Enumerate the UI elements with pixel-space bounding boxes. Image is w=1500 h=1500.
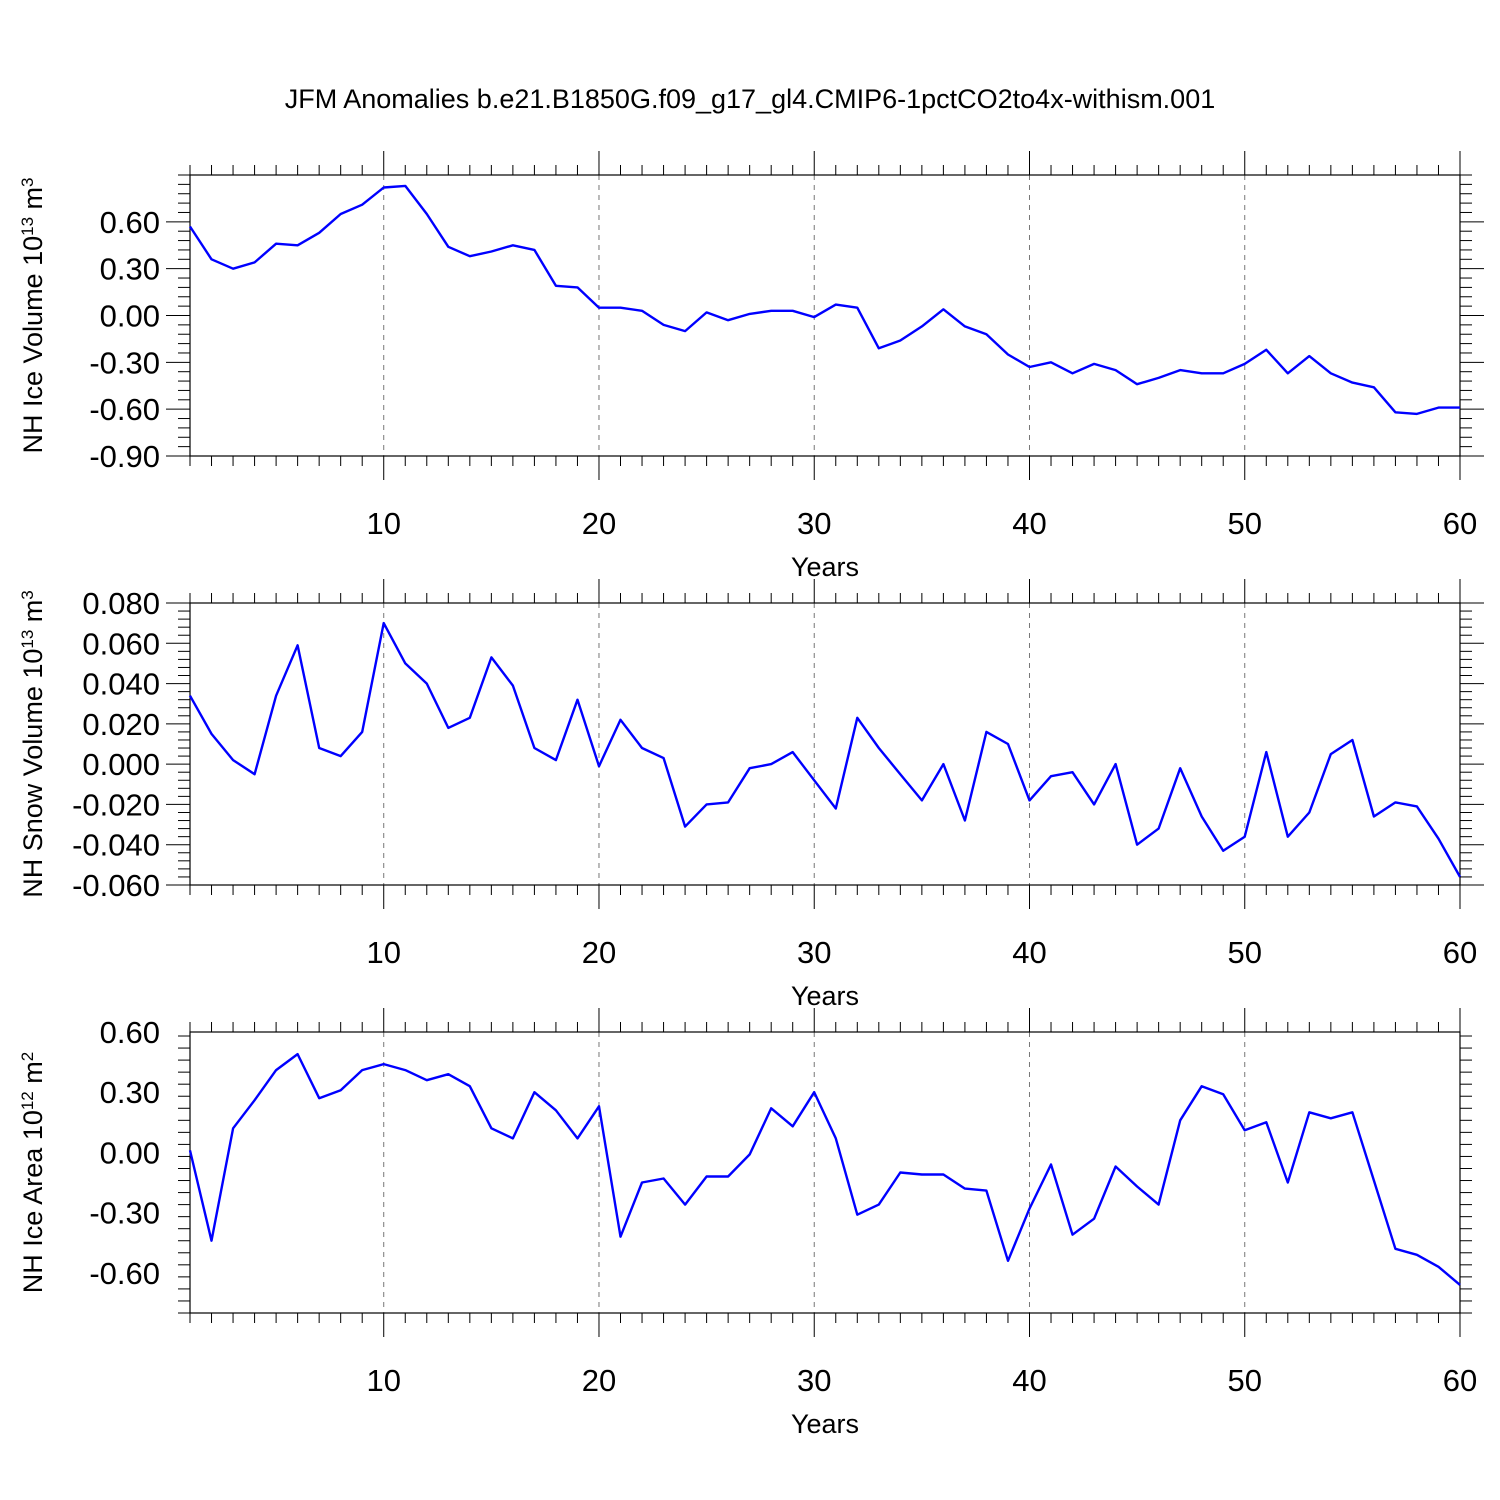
y-tick-label: 0.060	[82, 626, 160, 661]
y-tick-label: 0.000	[82, 747, 160, 782]
x-axis-label: Years	[791, 1409, 859, 1439]
x-tick-label: 10	[366, 935, 400, 970]
x-tick-label: 30	[797, 506, 831, 541]
y-axis-label-superscript: 3	[18, 178, 37, 187]
x-tick-label: 20	[582, 935, 616, 970]
y-axis-label-superscript: 3	[18, 590, 37, 599]
y-axis-label-superscript: 12	[18, 1091, 37, 1110]
x-tick-label: 10	[366, 506, 400, 541]
x-tick-label: 30	[797, 1363, 831, 1398]
y-tick-label: 0.60	[100, 1015, 160, 1050]
x-axis-label: Years	[791, 552, 859, 582]
plot-frame	[189, 174, 1461, 457]
x-axis-label: Years	[791, 981, 859, 1011]
plot-frame	[189, 1031, 1461, 1314]
x-tick-label: 30	[797, 935, 831, 970]
plot-frame	[189, 602, 1461, 886]
y-axis-label: NH Ice Area 1012 m2	[18, 1052, 48, 1293]
y-tick-label: -0.30	[89, 345, 160, 380]
x-tick-label: 50	[1228, 506, 1262, 541]
y-axis-label-superscript: 13	[18, 217, 37, 236]
y-axis-label-text: m	[18, 187, 48, 217]
y-axis-label-text: m	[18, 600, 48, 630]
y-axis-label: NH Snow Volume 1013 m3	[18, 590, 48, 898]
x-tick-label: 50	[1228, 1363, 1262, 1398]
x-tick-label: 40	[1012, 506, 1046, 541]
y-tick-label: -0.040	[72, 828, 160, 863]
panel-2: 0.080 0.060 0.040 0.020 0.000 -0.020 -0.040 -0.…	[18, 579, 1484, 1011]
panel-1: 0.60 0.30 0.00 -0.30 -0.60 -0.90 10 20 30 40 50 60 Y…	[18, 151, 1484, 582]
y-axis-label-text: NH Ice Volume 10	[18, 236, 48, 454]
x-tick-label: 20	[582, 1363, 616, 1398]
y-tick-label: -0.060	[72, 868, 160, 903]
y-axis-label: NH Ice Volume 1013 m3	[18, 178, 48, 454]
x-tick-label: 40	[1012, 1363, 1046, 1398]
series-line	[188, 1052, 1461, 1286]
series-line	[188, 184, 1460, 416]
y-tick-label: -0.020	[72, 787, 160, 822]
x-tick-label: 60	[1443, 506, 1477, 541]
y-axis-label-superscript: 2	[18, 1052, 37, 1061]
y-tick-label: 0.040	[82, 667, 160, 702]
y-tick-label: -0.90	[89, 439, 160, 474]
chart-title: JFM Anomalies b.e21.B1850G.f09_g17_gl4.C…	[284, 84, 1216, 114]
y-tick-label: 0.020	[82, 707, 160, 742]
y-tick-label: -0.60	[89, 1256, 160, 1291]
y-axis-label-text: NH Ice Area 10	[18, 1110, 48, 1293]
y-tick-label: 0.60	[100, 205, 160, 240]
x-tick-label: 40	[1012, 935, 1046, 970]
y-axis-label-text: m	[18, 1061, 48, 1091]
x-tick-label: 50	[1228, 935, 1262, 970]
y-tick-label: -0.30	[89, 1196, 160, 1231]
panel-3: 0.60 0.30 0.00 -0.30 -0.60 10 20 30 40 50 60 Years N…	[18, 1008, 1477, 1439]
y-tick-label: 0.30	[100, 1075, 160, 1110]
x-tick-label: 60	[1443, 935, 1477, 970]
y-axis-label-superscript: 13	[18, 630, 37, 649]
y-axis-label-text: NH Snow Volume 10	[18, 649, 48, 898]
x-tick-label: 20	[582, 506, 616, 541]
y-tick-label: 0.080	[82, 586, 160, 621]
x-tick-label: 60	[1443, 1363, 1477, 1398]
x-tick-label: 10	[366, 1363, 400, 1398]
y-tick-label: 0.30	[100, 252, 160, 287]
y-tick-label: 0.00	[100, 299, 160, 334]
y-tick-label: -0.60	[89, 392, 160, 427]
series-line	[188, 621, 1462, 878]
y-tick-label: 0.00	[100, 1135, 160, 1170]
